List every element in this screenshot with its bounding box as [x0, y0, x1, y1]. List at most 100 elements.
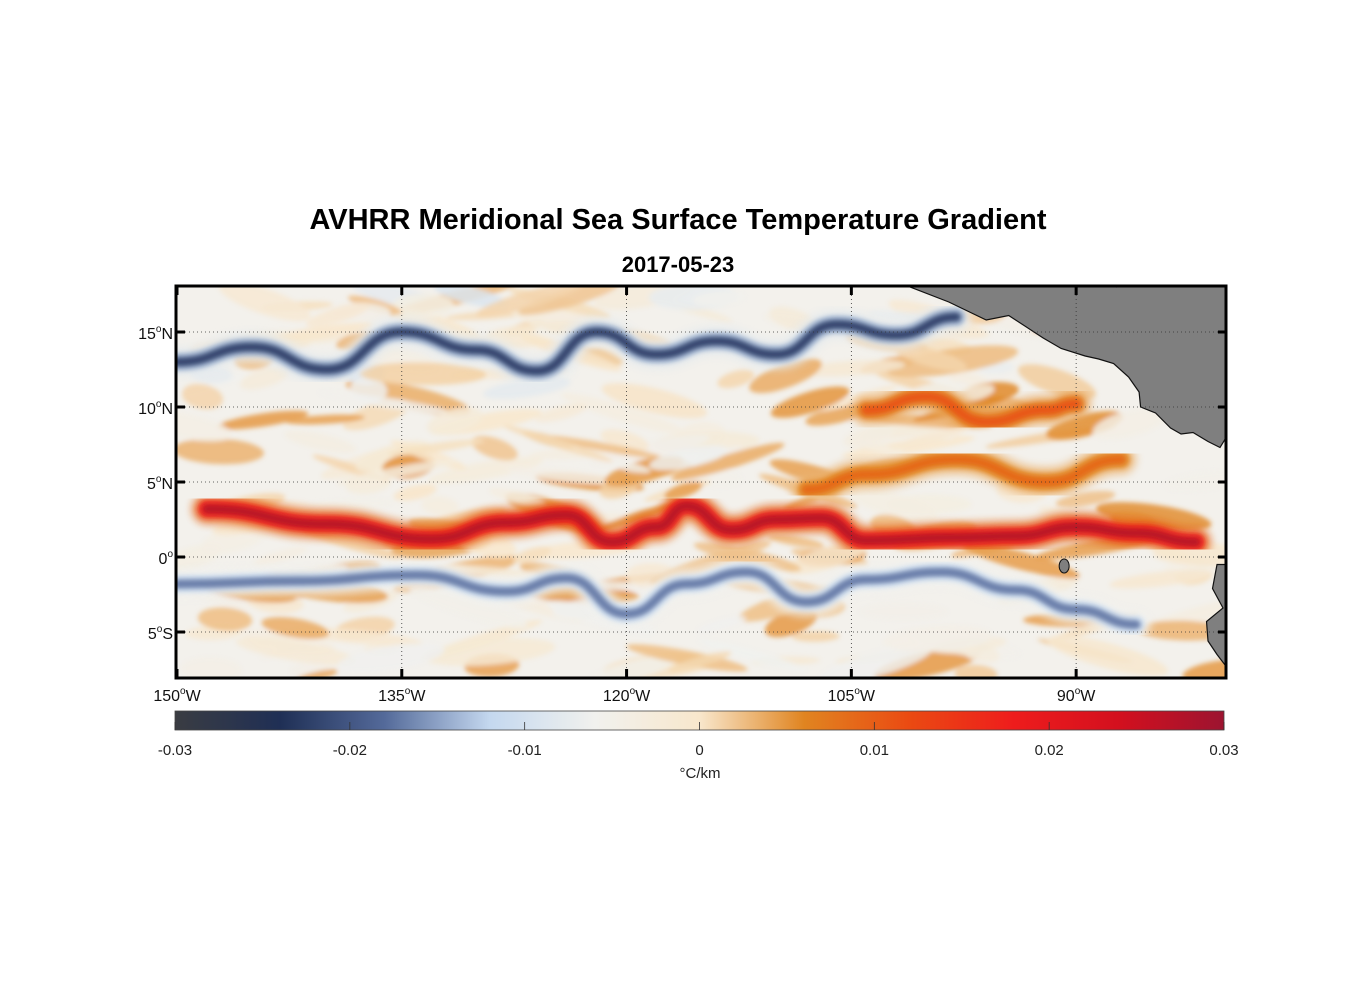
field-blob	[692, 290, 746, 307]
field-blob	[285, 414, 366, 425]
colorbar-tick-label: -0.01	[508, 742, 542, 759]
field-blob	[181, 383, 224, 410]
field-blob	[1109, 569, 1212, 589]
colorbar: -0.03 -0.02 -0.01 0 0.01 0.02 0.03 °C/km	[158, 710, 1239, 782]
tick-label-x: 120oW	[603, 686, 651, 705]
field-blob	[600, 429, 649, 452]
field-blob	[421, 496, 459, 516]
colorbar-tick-label: 0.03	[1209, 742, 1238, 759]
field-blob	[590, 434, 711, 465]
field-blob	[1047, 635, 1169, 676]
field-blob	[542, 435, 664, 459]
feature-stroke-2	[177, 312, 961, 376]
field-blob	[423, 638, 556, 666]
field-blob	[534, 403, 587, 423]
field-blob	[890, 426, 970, 450]
colorbar-tick-label: -0.02	[333, 742, 367, 759]
field-blob	[427, 456, 544, 484]
field-blob	[476, 287, 584, 317]
field-blob	[1092, 407, 1168, 440]
colorbar-unit-label: °C/km	[680, 765, 721, 782]
field-blob	[218, 287, 311, 322]
field-blob	[886, 494, 972, 514]
feature-stroke-2	[202, 501, 1201, 547]
field-blob	[693, 542, 802, 572]
feature-equatorial-front	[191, 491, 1212, 557]
tick-label-x: 90oW	[1057, 686, 1096, 705]
field-blob	[235, 637, 357, 666]
tick-label-y: 0o	[159, 549, 174, 568]
field-blob	[611, 461, 651, 473]
tick-label-y: 10oN	[138, 399, 173, 418]
field-blob	[1163, 470, 1226, 491]
field-blob	[393, 484, 437, 501]
field-features	[177, 302, 1212, 640]
field-blob	[488, 488, 546, 507]
field-blob	[305, 302, 371, 327]
field-blob	[197, 607, 253, 631]
field-blob	[261, 617, 330, 640]
feature-stroke-2	[177, 567, 1141, 629]
field-blob	[1046, 411, 1123, 440]
chart-title: AVHRR Meridional Sea Surface Temperature…	[309, 204, 1047, 236]
field-blob	[180, 656, 243, 677]
land-mass	[908, 287, 1226, 449]
field-blob	[390, 293, 454, 320]
field-blob	[585, 655, 678, 677]
field-blob	[749, 358, 822, 394]
field-blob	[506, 466, 621, 485]
feature-stroke-2	[861, 392, 1081, 427]
field-blob	[518, 287, 622, 316]
field-blob	[359, 362, 487, 386]
field-blob	[337, 643, 445, 673]
field-blob	[177, 410, 232, 442]
feature-south-negative-band	[177, 557, 1152, 640]
field-blob	[963, 543, 1080, 579]
field-blob	[668, 651, 732, 672]
field-blob	[217, 410, 309, 430]
field-blob	[1096, 502, 1212, 531]
field-blob	[336, 459, 457, 485]
field-blob	[717, 369, 755, 389]
galapagos-island	[1058, 558, 1070, 574]
colorbar-tick-label: 0.02	[1035, 742, 1064, 759]
tick-label-x: 150oW	[153, 686, 201, 705]
field-blob	[954, 664, 998, 677]
field-blob	[791, 631, 840, 642]
field-blob	[770, 386, 850, 418]
field-blob	[270, 322, 374, 343]
field-blob	[671, 442, 785, 481]
field-blob	[240, 366, 290, 390]
tick-label-x: 105oW	[828, 686, 876, 705]
field-blob	[817, 644, 933, 677]
field-blob	[649, 445, 729, 471]
field-blob	[409, 586, 528, 629]
field-blob	[1055, 490, 1116, 508]
field-blob	[873, 646, 983, 677]
field-blob	[388, 439, 485, 456]
land-mass	[1205, 563, 1226, 668]
field-blob	[697, 639, 807, 672]
field-blob	[253, 546, 308, 566]
tick-label-y: 15oN	[138, 324, 173, 343]
field-blob	[434, 287, 509, 309]
colorbar-tick-label: -0.03	[158, 742, 192, 759]
field-blob	[441, 565, 540, 578]
tick-label-y: 5oS	[148, 624, 173, 643]
colorbar-tick-label: 0	[695, 742, 703, 759]
field-blob	[284, 430, 357, 453]
field-blob	[426, 407, 483, 436]
field-blob	[177, 438, 264, 465]
field-blob	[512, 546, 552, 564]
plot-area: 150oW 135oW 120oW 105oW 90oW 15oN 10oN 5oN 0o 5oS	[138, 284, 1228, 705]
field-blob	[601, 383, 707, 419]
chart-subtitle: 2017-05-23	[621, 252, 735, 277]
field-blob	[503, 425, 613, 462]
field-blob	[471, 435, 518, 461]
gradient-field	[177, 287, 1226, 677]
field-blob	[794, 360, 906, 377]
tick-label-y: 5oN	[147, 474, 173, 493]
colorbar-ticks: -0.03 -0.02 -0.01 0 0.01 0.02 0.03	[158, 722, 1239, 759]
field-blob	[349, 376, 388, 403]
field-blob	[768, 534, 824, 548]
